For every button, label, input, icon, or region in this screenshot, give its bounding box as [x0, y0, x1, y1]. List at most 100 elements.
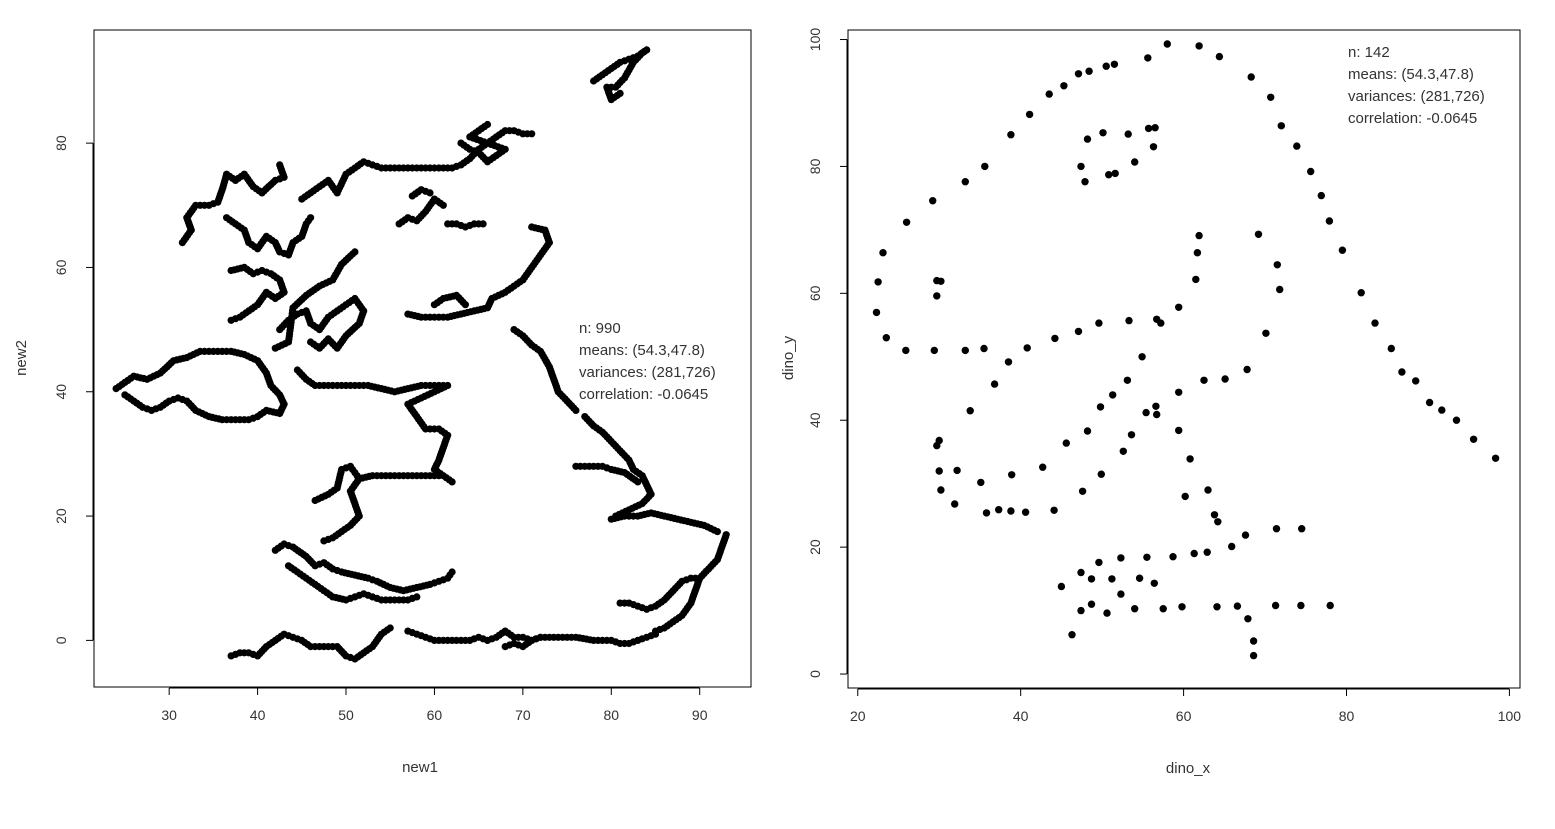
left-y-axis: 0 20 40 60 80: [53, 135, 94, 644]
right-data-point: [874, 278, 882, 286]
right-y-tick-label: 20: [807, 539, 823, 555]
left-x-axis-label: new1: [402, 759, 438, 776]
left-data-point: [572, 406, 580, 414]
right-data-point: [1105, 171, 1113, 179]
left-scatter-plot: 30 40 50 60 70 80 90 0 20 40 60 80 new1 new2 n: 99…: [13, 29, 752, 776]
left-data-point: [276, 161, 284, 169]
right-data-point: [1190, 549, 1198, 558]
right-data-point: [1078, 487, 1087, 495]
left-stat-means: means: (54.3,47.8): [579, 342, 705, 359]
left-data-point: [696, 574, 704, 582]
right-data-point: [1050, 506, 1058, 514]
right-stat-n: n: 142: [1348, 44, 1390, 61]
right-data-point: [1085, 67, 1093, 75]
left-data-point: [426, 189, 434, 197]
right-y-tick-label: 0: [807, 670, 823, 678]
right-data-point: [1077, 606, 1085, 615]
right-data-point: [1083, 135, 1092, 143]
right-data-point: [1077, 162, 1085, 171]
right-data-point: [1087, 575, 1096, 583]
left-data-point: [227, 316, 235, 324]
right-data-point: [1412, 377, 1420, 385]
left-data-point: [479, 220, 487, 228]
right-data-point: [1025, 110, 1034, 119]
right-data-point: [1244, 615, 1252, 623]
right-data-point: [1157, 319, 1165, 327]
left-stat-n: n: 990: [579, 320, 621, 337]
left-data-point: [616, 89, 624, 97]
right-data-point: [1109, 391, 1117, 399]
right-data-point: [1087, 600, 1096, 608]
right-scatter-plot: 20 40 60 80 100 0 20 40 60 80 100 dino_x dino_y n…: [780, 28, 1521, 777]
left-stat-correlation: correlation: -0.0645: [579, 386, 708, 403]
right-data-point: [1254, 230, 1263, 238]
right-data-point: [1159, 605, 1167, 613]
right-data-point: [1045, 90, 1053, 98]
right-data-point: [1144, 54, 1152, 62]
right-data-point: [1039, 463, 1047, 471]
right-data-point: [1083, 427, 1092, 435]
left-data-point: [413, 593, 421, 601]
right-data-point: [1060, 82, 1068, 90]
right-data-point: [1317, 191, 1326, 200]
right-data-point: [1326, 601, 1334, 610]
left-data-point: [722, 531, 730, 539]
right-data-point: [1277, 122, 1286, 130]
right-y-tick-label: 40: [807, 412, 823, 428]
right-data-point: [937, 486, 945, 494]
right-data-point: [1195, 231, 1203, 240]
right-data-point: [1081, 178, 1089, 186]
left-data-point: [307, 338, 315, 346]
left-data-point: [435, 472, 443, 480]
right-data-point: [1267, 93, 1275, 102]
right-y-tick-label: 80: [807, 158, 823, 174]
right-data-point: [1325, 217, 1334, 225]
right-data-point: [966, 407, 974, 415]
left-y-tick-label: 40: [53, 384, 69, 400]
right-data-point: [1169, 553, 1177, 561]
right-data-point: [1074, 70, 1083, 78]
right-y-tick-label: 60: [807, 285, 823, 301]
right-data-point: [1152, 402, 1160, 410]
right-data-point: [1062, 439, 1071, 447]
right-data-point: [1357, 289, 1365, 297]
right-data-point: [1243, 365, 1251, 374]
left-data-point: [461, 301, 469, 309]
right-x-tick-label: 40: [1013, 708, 1029, 724]
right-data-point: [1249, 637, 1258, 645]
left-data-point: [351, 248, 359, 256]
right-data-point: [1125, 316, 1133, 325]
right-data-point: [1271, 601, 1280, 610]
right-y-tick-label: 100: [807, 28, 823, 52]
right-data-point: [1213, 603, 1221, 611]
right-data-point: [1111, 169, 1119, 178]
right-data-point: [1371, 319, 1379, 327]
right-data-point: [1247, 73, 1255, 81]
right-data-point: [1175, 303, 1183, 311]
right-stat-means: means: (54.3,47.8): [1348, 66, 1474, 83]
right-data-point: [879, 249, 887, 257]
right-data-point: [1153, 410, 1161, 419]
right-data-point: [1210, 511, 1219, 519]
right-data-point: [1110, 60, 1119, 68]
right-x-tick-label: 60: [1176, 708, 1192, 724]
right-data-point: [1203, 548, 1211, 556]
right-data-point: [882, 334, 890, 342]
right-data-point: [930, 346, 938, 355]
left-x-tick-label: 40: [250, 707, 266, 723]
right-data-point: [1099, 129, 1107, 137]
right-data-point: [1103, 609, 1111, 617]
left-data-point: [307, 214, 315, 222]
right-data-point: [1228, 542, 1236, 551]
right-data-point: [995, 506, 1003, 514]
right-data-point: [1096, 403, 1105, 411]
right-data-point: [937, 277, 945, 285]
right-data-point: [1452, 416, 1461, 424]
right-data-point: [953, 466, 961, 475]
right-data-point: [1095, 558, 1103, 567]
right-data-point: [1233, 602, 1242, 610]
right-data-point: [1387, 344, 1396, 353]
right-data-point: [1178, 603, 1186, 611]
right-data-point: [1119, 447, 1128, 455]
right-data-point: [1077, 568, 1085, 577]
